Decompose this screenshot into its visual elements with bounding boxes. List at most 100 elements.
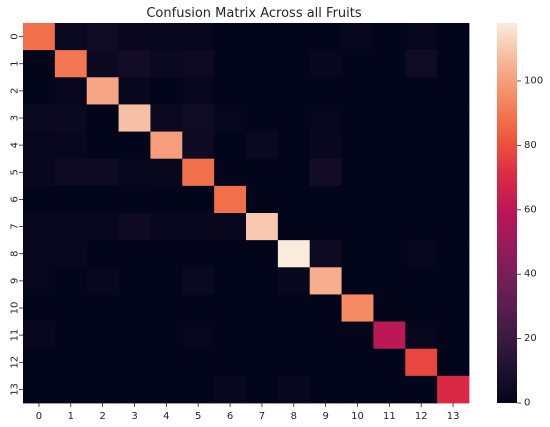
heatmap-cell <box>405 77 438 105</box>
heatmap-cell <box>437 240 470 268</box>
heatmap-cell <box>54 321 88 350</box>
heatmap-cell <box>23 240 56 268</box>
colorbar-axis: 0 20 40 60 80 100 <box>517 75 543 409</box>
heatmap-cell <box>23 348 56 377</box>
heatmap-cell <box>373 131 406 160</box>
heatmap-cell <box>309 348 342 377</box>
heatmap-cell <box>118 294 151 322</box>
heatmap-cell <box>182 375 215 404</box>
heatmap-cell <box>23 77 56 105</box>
heatmap-cell <box>86 213 119 241</box>
heatmap-cell <box>437 104 470 132</box>
heatmap-cell <box>373 294 406 322</box>
heatmap-cell <box>23 213 56 241</box>
heatmap-cell <box>54 104 88 132</box>
heatmap-cell <box>118 348 151 377</box>
heatmap-cell <box>405 267 438 295</box>
heatmap-cell <box>23 185 56 214</box>
heatmap-cell <box>277 375 311 404</box>
heatmap-cell <box>182 158 215 187</box>
heatmap-cell <box>246 294 279 322</box>
heatmap-cell <box>437 294 470 322</box>
heatmap-cell <box>182 267 215 295</box>
x-tick-label: 4 <box>163 411 169 422</box>
heatmap-cell <box>86 104 119 132</box>
x-tick-label: 12 <box>415 411 428 422</box>
heatmap-cell <box>23 321 56 350</box>
heatmap-cell <box>54 158 88 187</box>
heatmap-cell <box>214 185 247 214</box>
colorbar-tick-label: 40 <box>524 269 537 280</box>
heatmap-cell <box>246 375 279 404</box>
y-tick-label: 6 <box>10 196 21 202</box>
heatmap-cell <box>246 158 279 187</box>
heatmap-cell <box>309 375 342 404</box>
colorbar-tick-label: 100 <box>524 75 543 86</box>
heatmap-cell <box>150 267 183 295</box>
heatmap-cell <box>118 375 151 404</box>
heatmap-cell <box>246 185 279 214</box>
heatmap-cell <box>373 104 406 132</box>
heatmap-cell <box>437 185 470 214</box>
heatmap-cell <box>373 348 406 377</box>
y-tick-label: 3 <box>10 115 21 121</box>
heatmap-cell <box>86 77 119 105</box>
heatmap-cell <box>214 104 247 132</box>
x-tick-label: 9 <box>322 411 328 422</box>
x-axis: 0 1 2 3 4 5 6 7 8 9 10 11 12 13 <box>36 403 460 422</box>
heatmap-cell <box>373 23 406 51</box>
heatmap-cell <box>309 240 342 268</box>
heatmap-cell <box>373 185 406 214</box>
x-tick-label: 0 <box>36 411 42 422</box>
heatmap-cell <box>341 131 374 160</box>
heatmap-cell <box>437 213 470 241</box>
heatmap-cell <box>405 104 438 132</box>
heatmap-cell <box>277 294 311 322</box>
heatmap-cell <box>341 185 374 214</box>
heatmap-cell <box>214 50 247 78</box>
x-tick-label: 3 <box>131 411 137 422</box>
x-tick-label: 11 <box>383 411 396 422</box>
x-tick-label: 5 <box>195 411 201 422</box>
heatmap-cell <box>341 213 374 241</box>
heatmap-cell <box>246 77 279 105</box>
heatmap-cell <box>214 267 247 295</box>
heatmap-cells <box>23 23 470 404</box>
heatmap-cell <box>54 77 88 105</box>
heatmap-cell <box>309 104 342 132</box>
y-tick-label: 5 <box>10 169 21 175</box>
heatmap-cell <box>309 185 342 214</box>
heatmap-cell <box>214 213 247 241</box>
heatmap-cell <box>309 213 342 241</box>
heatmap-cell <box>86 321 119 350</box>
heatmap-cell <box>373 240 406 268</box>
heatmap-cell <box>214 158 247 187</box>
heatmap-cell <box>86 348 119 377</box>
heatmap-cell <box>214 23 247 51</box>
y-tick-label: 0 <box>10 33 21 39</box>
heatmap-cell <box>341 348 374 377</box>
heatmap-cell <box>150 348 183 377</box>
heatmap-cell <box>86 240 119 268</box>
heatmap-cell <box>182 185 215 214</box>
heatmap-cell <box>86 294 119 322</box>
heatmap-cell <box>405 213 438 241</box>
heatmap-cell <box>309 77 342 105</box>
heatmap-cell <box>341 294 374 322</box>
heatmap-cell <box>341 23 374 51</box>
heatmap-cell <box>86 50 119 78</box>
x-tick-label: 13 <box>447 411 460 422</box>
heatmap-cell <box>341 321 374 350</box>
heatmap-cell <box>118 267 151 295</box>
heatmap-cell <box>54 131 88 160</box>
heatmap-cell <box>214 131 247 160</box>
heatmap-cell <box>23 50 56 78</box>
heatmap-cell <box>437 131 470 160</box>
heatmap-cell <box>277 131 311 160</box>
heatmap-cell <box>86 185 119 214</box>
heatmap-cell <box>405 348 438 377</box>
heatmap-cell <box>118 321 151 350</box>
heatmap-cell <box>405 23 438 51</box>
heatmap-cell <box>373 50 406 78</box>
